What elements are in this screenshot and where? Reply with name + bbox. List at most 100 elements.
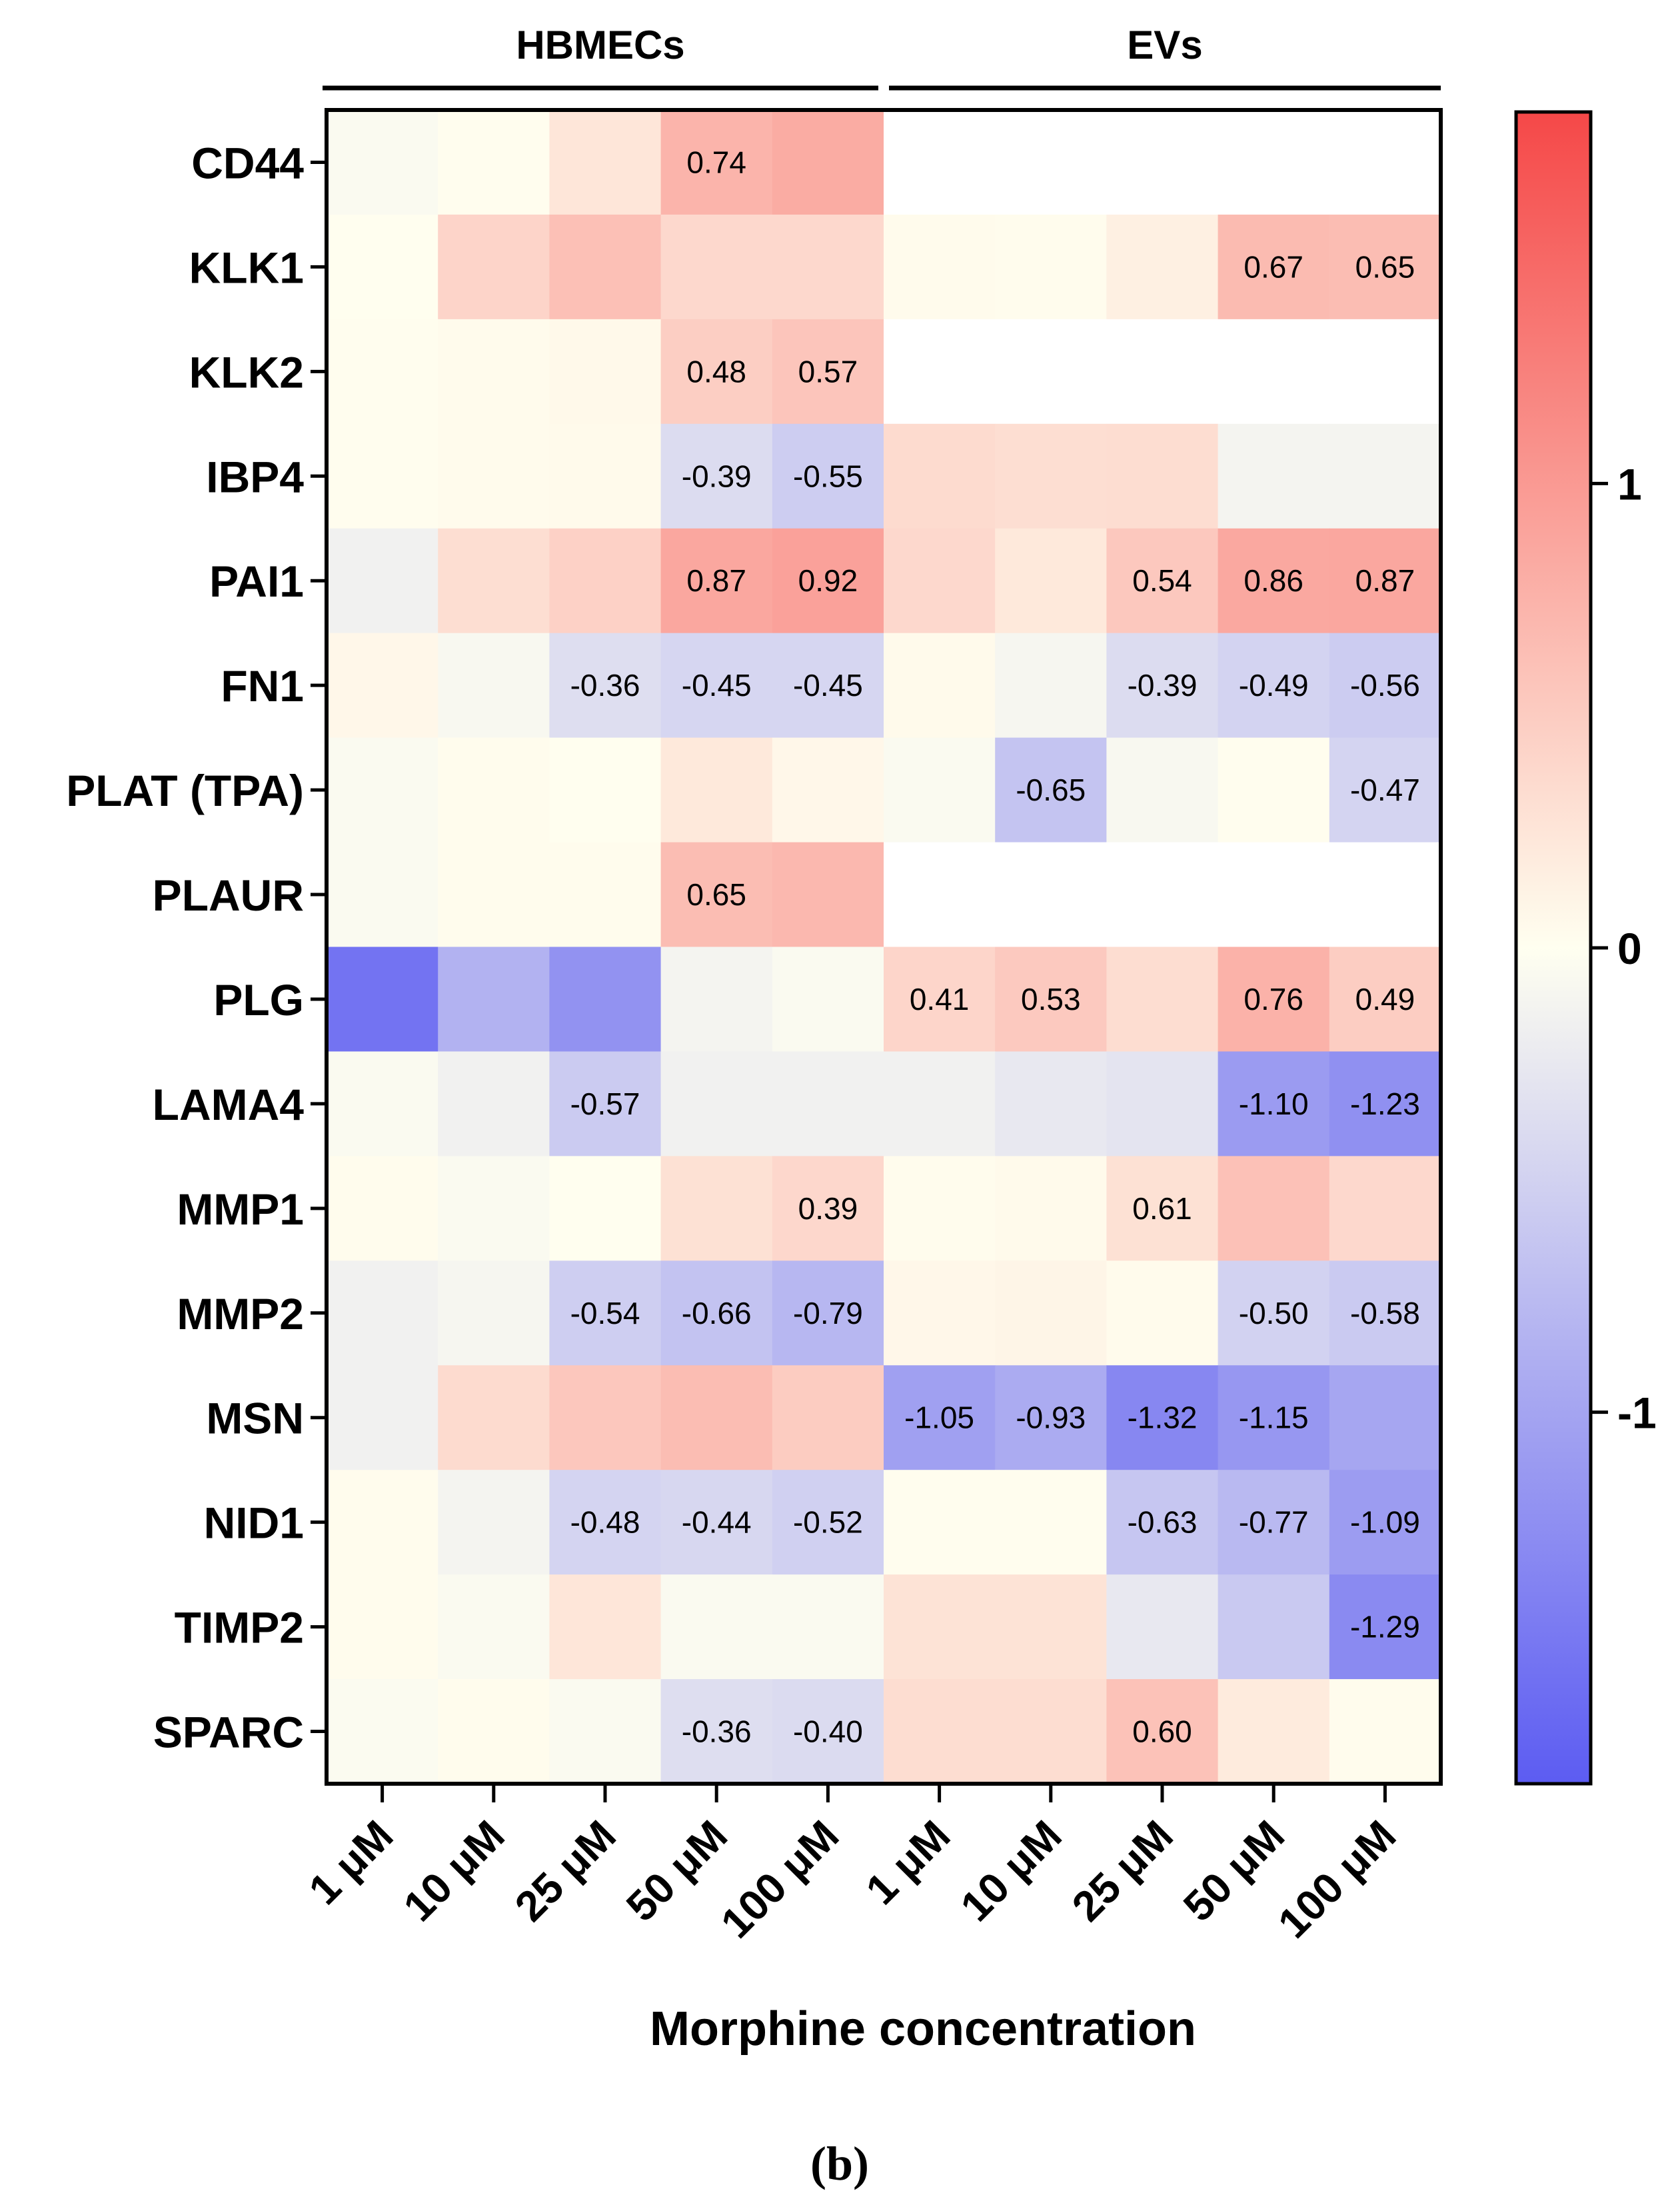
heatmap-cell [884, 1051, 996, 1156]
heatmap-cell [438, 1260, 550, 1366]
heatmap-cell [884, 1260, 996, 1366]
heatmap-cell [1329, 528, 1441, 634]
heatmap-cell [549, 423, 662, 529]
heatmap-cell [772, 110, 884, 215]
heatmap-cell [1106, 214, 1219, 320]
heatmap-cell [1218, 1679, 1330, 1784]
heatmap-cell [549, 1365, 662, 1470]
heatmap-cell [1329, 633, 1441, 739]
heatmap-cell [995, 319, 1107, 425]
column-label: 100 μM [1269, 1811, 1405, 1947]
heatmap-cell [438, 1679, 550, 1784]
cell-value-label: -1.15 [1239, 1400, 1309, 1435]
heatmap-cell [438, 214, 550, 320]
heatmap-cell [995, 528, 1107, 634]
heatmap-cell [660, 1365, 773, 1470]
heatmap-cell [1218, 737, 1330, 843]
cell-value-label: -0.65 [1016, 773, 1086, 807]
heatmap-cell [995, 633, 1107, 739]
cell-value-label: -1.09 [1350, 1505, 1420, 1540]
heatmap-cell [1106, 1365, 1219, 1470]
cell-value-label: -0.55 [793, 459, 863, 493]
colorbar-tick-label: -1 [1617, 1388, 1657, 1438]
cell-value-label: -1.23 [1350, 1087, 1420, 1121]
heatmap-cell [549, 1470, 662, 1575]
heatmap-cell [1329, 1051, 1441, 1156]
heatmap-cell [438, 319, 550, 425]
cell-value-label: 0.67 [1244, 249, 1303, 284]
cell-value-label: -0.39 [1128, 668, 1198, 703]
heatmap-cell [1218, 1260, 1330, 1366]
heatmap-cell [1329, 842, 1441, 948]
heatmap-cell [772, 528, 884, 634]
heatmap-cell [438, 1470, 550, 1575]
heatmap-cell [549, 842, 662, 948]
heatmap-cell [327, 633, 438, 739]
heatmap-cell [327, 423, 438, 529]
heatmap-cell [1329, 110, 1441, 215]
cell-value-label: 0.61 [1132, 1191, 1192, 1226]
heatmap-cell [327, 842, 438, 948]
column-label: 10 μM [394, 1811, 513, 1930]
row-label: PAI1 [209, 557, 304, 606]
heatmap-cell [1106, 319, 1219, 425]
heatmap-cell [549, 110, 662, 215]
cell-value-label: -0.56 [1350, 668, 1420, 703]
heatmap-cell [1218, 110, 1330, 215]
cell-value-label: 0.60 [1132, 1714, 1192, 1749]
cell-value-label: -1.32 [1128, 1400, 1198, 1435]
cell-value-label: 0.65 [1355, 249, 1415, 284]
heatmap-cell [884, 947, 996, 1053]
cell-value-label: 0.65 [686, 877, 746, 912]
heatmap-cell [438, 947, 550, 1053]
cell-value-label: -0.79 [793, 1296, 863, 1330]
heatmap-cell [772, 1679, 884, 1784]
heatmap-cell [995, 110, 1107, 215]
heatmap-cell [327, 528, 438, 634]
column-label: 25 μM [506, 1811, 625, 1930]
heatmap-cell [772, 633, 884, 739]
row-label: KLK2 [189, 347, 304, 397]
column-label: 1 μM [856, 1811, 959, 1914]
row-label: NID1 [204, 1498, 304, 1548]
heatmap-cell [660, 1470, 773, 1575]
cell-value-label: -0.39 [682, 459, 752, 493]
heatmap-cell [772, 737, 884, 843]
column-label: 1 μM [299, 1811, 402, 1914]
heatmap-cell [1106, 737, 1219, 843]
heatmap-cell [1329, 1470, 1441, 1575]
heatmap-cell [660, 1051, 773, 1156]
heatmap-cell [327, 214, 438, 320]
heatmap-cell [772, 1574, 884, 1680]
colorbar-ticks: 1 0 -1 [1591, 459, 1657, 1438]
group-label: HBMECs [516, 23, 684, 67]
cell-value-label: 0.39 [798, 1191, 858, 1226]
cell-value-label: -0.77 [1239, 1505, 1309, 1540]
heatmap-cell [884, 319, 996, 425]
heatmap-cell [995, 1574, 1107, 1680]
heatmap-cell [660, 1679, 773, 1784]
heatmap-cell [327, 1679, 438, 1784]
row-label: PLG [213, 975, 304, 1025]
heatmap-cell [772, 1260, 884, 1366]
cell-value-label: -0.93 [1016, 1400, 1086, 1435]
heatmap-cell [772, 947, 884, 1053]
row-label: TIMP2 [175, 1603, 304, 1652]
heatmap-cell [327, 1260, 438, 1366]
cell-value-label: -0.45 [793, 668, 863, 703]
cell-value-label: -0.49 [1239, 668, 1309, 703]
heatmap-cell [660, 633, 773, 739]
heatmap-cell [995, 947, 1107, 1053]
row-labels: CD44 KLK1 KLK2 IBP4 PAI1 FN1 PLAT (TPA) PLAUR PL… [66, 138, 327, 1757]
heatmap-cell [1329, 1574, 1441, 1680]
cell-value-label: 0.53 [1021, 982, 1081, 1017]
heatmap-cell [1329, 319, 1441, 425]
heatmap-cell [327, 1574, 438, 1680]
heatmap-cell [549, 214, 662, 320]
heatmap-cell [327, 737, 438, 843]
group-label: EVs [1127, 23, 1202, 67]
cell-value-label: -0.48 [570, 1505, 640, 1540]
heatmap-cell [1218, 1365, 1330, 1470]
cell-value-label: 0.92 [798, 563, 858, 598]
heatmap-cell [1218, 947, 1330, 1053]
